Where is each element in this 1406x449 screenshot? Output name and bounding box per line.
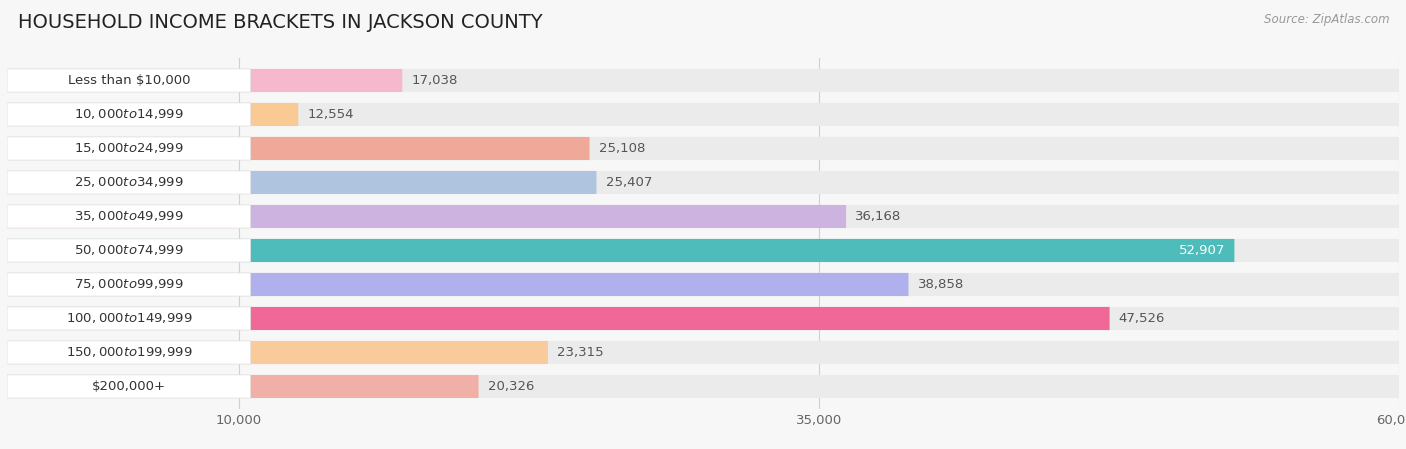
FancyBboxPatch shape — [7, 137, 250, 160]
FancyBboxPatch shape — [7, 171, 596, 194]
Text: 36,168: 36,168 — [855, 210, 901, 223]
FancyBboxPatch shape — [7, 103, 298, 126]
Text: $100,000 to $149,999: $100,000 to $149,999 — [66, 312, 193, 326]
Text: 38,858: 38,858 — [918, 278, 965, 291]
FancyBboxPatch shape — [7, 239, 250, 262]
FancyBboxPatch shape — [7, 375, 250, 398]
Text: $10,000 to $14,999: $10,000 to $14,999 — [75, 107, 184, 122]
FancyBboxPatch shape — [7, 69, 250, 92]
FancyBboxPatch shape — [7, 205, 846, 228]
Text: $25,000 to $34,999: $25,000 to $34,999 — [75, 176, 184, 189]
Text: Less than $10,000: Less than $10,000 — [67, 74, 190, 87]
FancyBboxPatch shape — [7, 137, 589, 160]
FancyBboxPatch shape — [7, 205, 1399, 228]
FancyBboxPatch shape — [7, 341, 1399, 364]
Text: 17,038: 17,038 — [412, 74, 458, 87]
Text: $35,000 to $49,999: $35,000 to $49,999 — [75, 210, 184, 224]
FancyBboxPatch shape — [7, 137, 1399, 160]
FancyBboxPatch shape — [7, 205, 250, 228]
FancyBboxPatch shape — [7, 307, 1399, 330]
FancyBboxPatch shape — [7, 103, 250, 126]
FancyBboxPatch shape — [7, 171, 1399, 194]
FancyBboxPatch shape — [7, 273, 250, 296]
FancyBboxPatch shape — [7, 273, 908, 296]
FancyBboxPatch shape — [7, 171, 250, 194]
FancyBboxPatch shape — [7, 239, 1234, 262]
Text: 47,526: 47,526 — [1119, 312, 1166, 325]
Text: 12,554: 12,554 — [308, 108, 354, 121]
Text: Source: ZipAtlas.com: Source: ZipAtlas.com — [1264, 13, 1389, 26]
FancyBboxPatch shape — [7, 341, 250, 364]
Text: $150,000 to $199,999: $150,000 to $199,999 — [66, 345, 193, 360]
FancyBboxPatch shape — [7, 375, 478, 398]
FancyBboxPatch shape — [7, 341, 548, 364]
Text: 25,108: 25,108 — [599, 142, 645, 155]
Text: 25,407: 25,407 — [606, 176, 652, 189]
FancyBboxPatch shape — [7, 307, 1109, 330]
FancyBboxPatch shape — [7, 69, 1399, 92]
Text: 52,907: 52,907 — [1178, 244, 1225, 257]
Text: $15,000 to $24,999: $15,000 to $24,999 — [75, 141, 184, 155]
Text: $200,000+: $200,000+ — [91, 380, 166, 393]
FancyBboxPatch shape — [7, 69, 402, 92]
Text: HOUSEHOLD INCOME BRACKETS IN JACKSON COUNTY: HOUSEHOLD INCOME BRACKETS IN JACKSON COU… — [18, 13, 543, 32]
Text: $75,000 to $99,999: $75,000 to $99,999 — [75, 277, 184, 291]
FancyBboxPatch shape — [7, 273, 1399, 296]
Text: 20,326: 20,326 — [488, 380, 534, 393]
Text: $50,000 to $74,999: $50,000 to $74,999 — [75, 243, 184, 257]
FancyBboxPatch shape — [7, 239, 1399, 262]
FancyBboxPatch shape — [7, 307, 250, 330]
FancyBboxPatch shape — [7, 375, 1399, 398]
Text: 23,315: 23,315 — [557, 346, 603, 359]
FancyBboxPatch shape — [7, 103, 1399, 126]
